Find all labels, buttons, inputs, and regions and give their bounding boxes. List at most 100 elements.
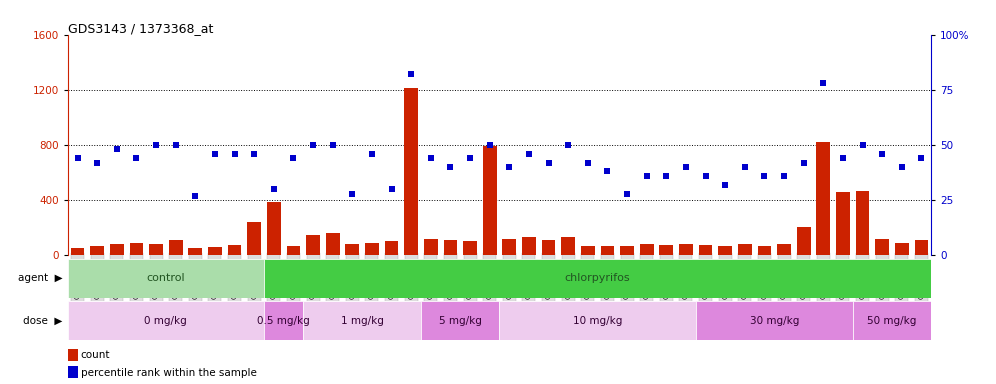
Text: percentile rank within the sample: percentile rank within the sample [81,367,257,377]
Bar [836,192,850,255]
Text: 0 mg/kg: 0 mg/kg [144,316,187,326]
Point [717,182,733,188]
Text: 50 mg/kg: 50 mg/kg [868,316,916,326]
Point [128,155,144,161]
Bar [738,244,752,255]
Bar [696,301,853,340]
Point [541,160,557,166]
Bar [895,243,908,255]
Bar [208,247,222,255]
Text: chlorpyrifos: chlorpyrifos [565,273,630,283]
Bar [699,245,712,255]
Bar [443,240,457,255]
Bar [366,243,378,255]
Point [383,186,399,192]
Point [521,151,537,157]
Point [893,164,909,170]
Bar [91,247,104,255]
Bar [679,244,693,255]
Point [109,146,124,152]
Point [874,151,890,157]
Bar [856,191,870,255]
Point [167,142,183,148]
Bar [287,246,300,255]
Text: count: count [81,350,111,360]
Bar [129,243,143,255]
Point [266,186,282,192]
Bar [562,237,575,255]
Bar [542,240,556,255]
Bar [758,246,771,255]
Bar [188,248,202,255]
Point [325,142,341,148]
Point [737,164,753,170]
Point [658,173,674,179]
Bar [483,146,497,255]
Point [638,173,654,179]
Bar [581,247,595,255]
Text: 1 mg/kg: 1 mg/kg [341,316,383,326]
Bar [68,259,264,298]
Point [187,193,203,199]
Point [90,160,106,166]
Bar [777,244,791,255]
Point [697,173,713,179]
Point [423,155,439,161]
Bar [71,248,85,255]
Bar [303,301,421,340]
Point [226,151,242,157]
Text: 10 mg/kg: 10 mg/kg [573,316,622,326]
Bar [601,246,615,255]
Bar [110,244,124,255]
Bar [875,239,889,255]
Bar [68,366,78,379]
Text: control: control [146,273,185,283]
Bar [817,142,831,255]
Bar [326,233,340,255]
Point [305,142,321,148]
Text: 0.5 mg/kg: 0.5 mg/kg [257,316,310,326]
Point [148,142,164,148]
Bar [502,239,516,255]
Bar [346,244,360,255]
Bar [463,241,477,255]
Bar [264,301,303,340]
Bar [797,227,811,255]
Point [580,160,596,166]
Point [70,155,86,161]
Text: agent  ▶: agent ▶ [18,273,63,283]
Point [207,151,223,157]
Text: dose  ▶: dose ▶ [23,316,63,326]
Text: GDS3143 / 1373368_at: GDS3143 / 1373368_at [68,22,213,35]
Point [286,155,302,161]
Bar [384,241,398,255]
Point [835,155,851,161]
Point [246,151,262,157]
Bar [228,245,241,255]
Bar [149,243,163,255]
Bar [68,349,78,361]
Bar [639,244,653,255]
Point [620,190,635,197]
Bar [853,301,931,340]
Bar [267,202,281,255]
Point [442,164,458,170]
Bar [424,239,437,255]
Point [403,71,419,78]
Text: 30 mg/kg: 30 mg/kg [750,316,799,326]
Bar [421,301,500,340]
Point [600,169,616,175]
Bar [718,246,732,255]
Bar [247,222,261,255]
Bar [914,240,928,255]
Bar [68,301,264,340]
Point [678,164,694,170]
Bar [168,240,182,255]
Point [796,160,812,166]
Point [462,155,478,161]
Point [560,142,576,148]
Point [816,80,832,86]
Bar [264,259,931,298]
Bar [659,245,673,255]
Point [913,155,929,161]
